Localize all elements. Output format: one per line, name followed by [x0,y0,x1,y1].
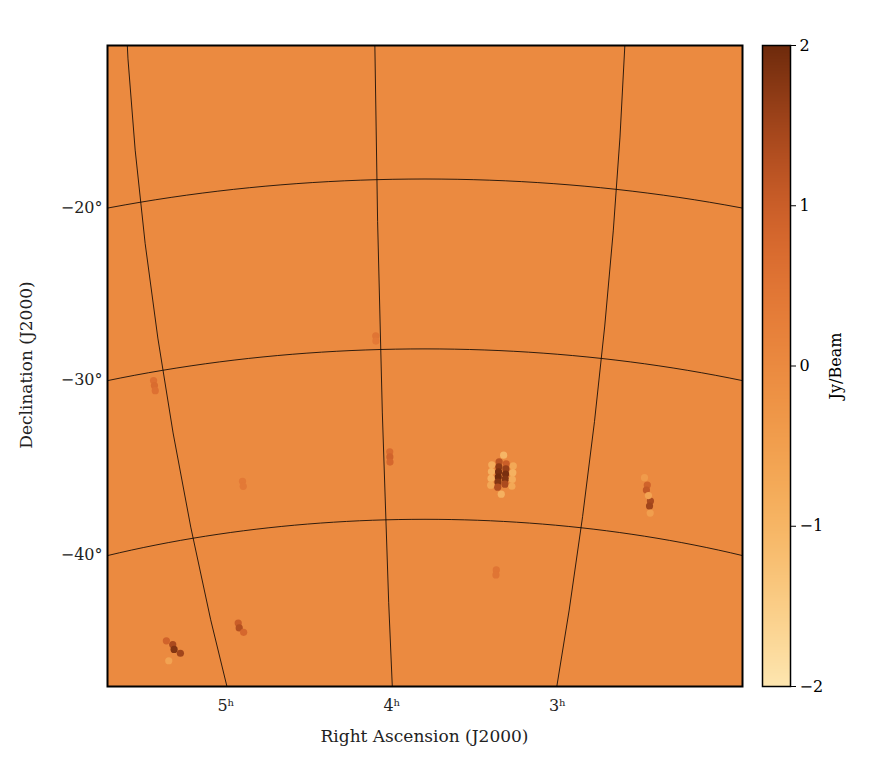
svg-text:−2: −2 [800,677,824,696]
svg-text:−20°: −20° [61,198,103,217]
svg-text:−30°: −30° [61,370,103,389]
svg-text:Jy/Beam: Jy/Beam [826,333,845,402]
svg-text:2: 2 [800,36,810,55]
html-text:Declination (J2000): Declination (J2000) [16,281,36,449]
svg-text:5ʰ: 5ʰ [217,696,234,715]
svg-text:4ʰ: 4ʰ [383,696,400,715]
svg-text:0: 0 [800,356,810,375]
svg-text:−1: −1 [800,516,824,535]
svg-text:3ʰ: 3ʰ [549,696,566,715]
html-text:Right Ascension (J2000): Right Ascension (J2000) [320,726,529,746]
svg-text:−40°: −40° [61,545,103,564]
svg-text:1: 1 [800,196,810,215]
